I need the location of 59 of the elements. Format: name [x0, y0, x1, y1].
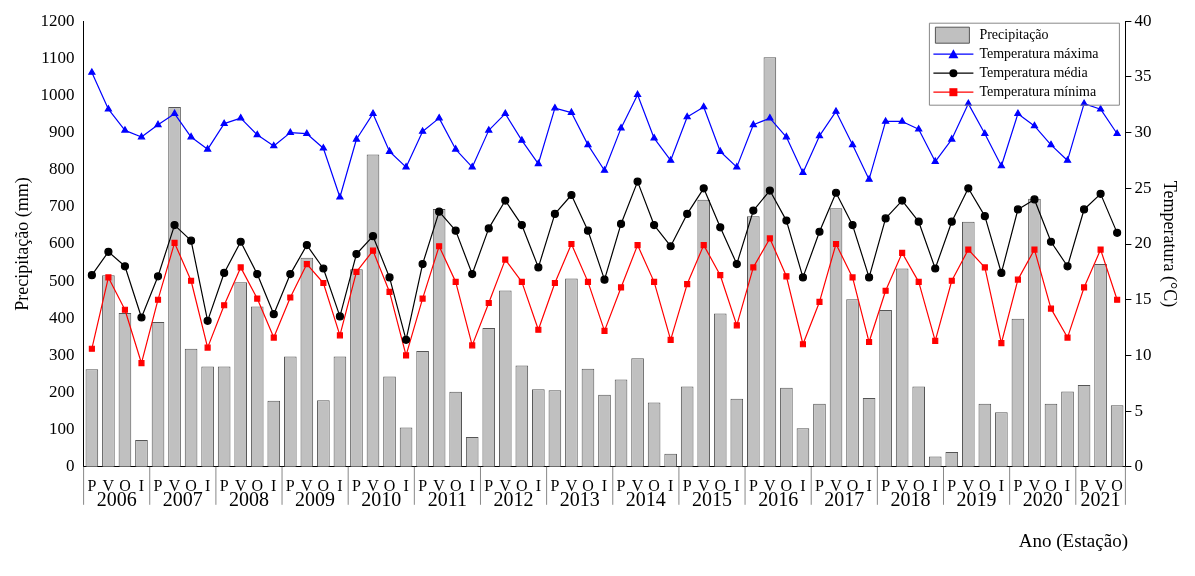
x-tick-label: P [682, 476, 692, 494]
y-tick-label: 1000 [40, 84, 75, 104]
x-tick-label: I [271, 476, 277, 494]
y-tick-label: 300 [49, 344, 75, 364]
y-tick-label: 500 [49, 270, 75, 290]
x-tick-label: P [1013, 476, 1023, 494]
y-axis-title: Precipitação (mm) [11, 177, 33, 311]
x-axis-title: Ano (Estação) [1018, 530, 1128, 552]
y-tick-label: 1200 [40, 10, 75, 30]
y-tick-label: 400 [49, 307, 75, 327]
x-tick-label: I [138, 476, 145, 494]
y2-tick-label: 30 [1134, 122, 1152, 142]
x-tick-label: I [403, 476, 409, 494]
y2-tick-label: 15 [1134, 289, 1152, 309]
x-tick-label: I [667, 476, 674, 494]
x-tick-label: I [204, 476, 211, 494]
x-tick-label: P [87, 476, 97, 494]
x-tick-label: P [881, 476, 891, 494]
x-tick-label: I [734, 476, 740, 494]
y-tick-label: 700 [49, 196, 75, 216]
x-tick-label: P [418, 476, 428, 494]
x-tick-label: I [337, 476, 343, 494]
x-tick-label: P [153, 476, 163, 494]
x-tick-label: P [616, 476, 626, 494]
x-tick-label: P [748, 476, 758, 494]
y-tick-label: 900 [49, 122, 75, 142]
legend-label: Temperatura mínima [979, 83, 1097, 99]
y2-tick-label: 0 [1134, 456, 1143, 476]
y2-tick-label: 20 [1134, 233, 1152, 253]
y-tick-label: 1100 [41, 47, 75, 67]
y2-tick-label: 10 [1134, 344, 1152, 364]
x-tick-label: P [484, 476, 494, 494]
x-tick-label: P [285, 476, 295, 494]
x-tick-label: P [815, 476, 825, 494]
x-tick-label: I [1064, 476, 1071, 494]
x-tick-label: I [469, 476, 475, 494]
y-tick-label: 200 [49, 382, 75, 401]
legend-label: Temperatura média [979, 64, 1089, 80]
x-tick-label: I [601, 476, 608, 494]
y-tick-label: 800 [49, 159, 75, 179]
y-tick-label: 600 [49, 233, 75, 253]
y2-axis-title: Temperatura (°C) [1159, 180, 1181, 308]
x-tick-label: P [550, 476, 560, 494]
x-tick-label: I [998, 476, 1005, 494]
y-tick-label: 0 [66, 456, 75, 476]
x-tick-label: P [219, 476, 229, 494]
x-tick-label: I [800, 476, 806, 494]
legend-label: Temperatura máxima [979, 45, 1100, 61]
legend-label: Precipitação [979, 26, 1049, 42]
y2-tick-label: 40 [1134, 10, 1152, 30]
x-tick-label: P [352, 476, 361, 494]
x-tick-label: I [535, 476, 542, 494]
y2-tick-label: 25 [1134, 177, 1152, 197]
x-tick-label: P [947, 476, 957, 494]
x-tick-label: I [866, 476, 872, 494]
y2-tick-label: 5 [1134, 400, 1143, 420]
x-tick-label: I [932, 476, 938, 494]
y-tick-label: 100 [49, 419, 75, 439]
y2-tick-label: 35 [1134, 66, 1152, 86]
